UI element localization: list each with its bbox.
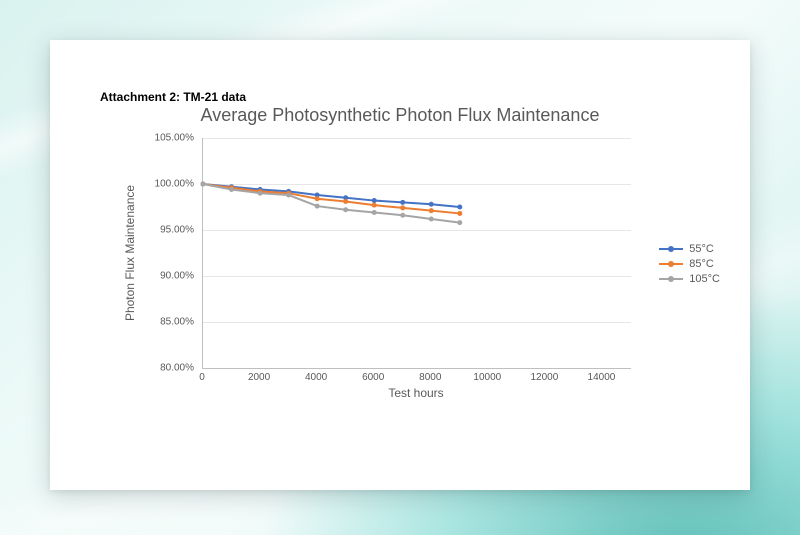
x-tick-label: 4000	[305, 372, 327, 383]
legend-swatch	[659, 278, 683, 280]
series-marker	[315, 204, 320, 209]
x-tick-label: 14000	[588, 372, 616, 383]
series-marker	[372, 210, 377, 215]
legend-swatch	[659, 248, 683, 250]
series-marker	[400, 205, 405, 210]
series-marker	[429, 202, 434, 207]
y-tick-label: 85.00%	[134, 317, 198, 328]
series-marker	[429, 208, 434, 213]
series-marker	[258, 191, 263, 196]
legend-label: 105°C	[689, 273, 720, 285]
series-marker	[343, 199, 348, 204]
x-tick-label: 0	[199, 372, 205, 383]
attachment-label: Attachment 2: TM-21 data	[100, 90, 246, 104]
series-marker	[372, 203, 377, 208]
legend-label: 85°C	[689, 258, 714, 270]
x-tick-label: 10000	[473, 372, 501, 383]
series-line	[203, 184, 460, 213]
legend-label: 55°C	[689, 243, 714, 255]
chart-title: Average Photosynthetic Photon Flux Maint…	[50, 105, 750, 126]
series-line	[203, 184, 460, 207]
plot-region	[202, 138, 631, 369]
y-tick-label: 100.00%	[134, 179, 198, 190]
y-tick-label: 105.00%	[134, 133, 198, 144]
series-marker	[286, 193, 291, 198]
series-marker	[400, 213, 405, 218]
plot-area: Photon Flux Maintenance Test hours 80.00…	[150, 138, 630, 396]
x-tick-label: 2000	[248, 372, 270, 383]
series-marker	[229, 187, 234, 192]
legend-marker-icon	[668, 246, 674, 252]
series-marker	[315, 196, 320, 201]
y-axis-label: Photon Flux Maintenance	[123, 185, 137, 321]
legend-item: 55°C	[659, 243, 720, 255]
series-marker	[457, 211, 462, 216]
y-tick-label: 90.00%	[134, 271, 198, 282]
series-svg	[203, 138, 631, 368]
x-tick-label: 12000	[530, 372, 558, 383]
series-marker	[457, 220, 462, 225]
x-tick-label: 6000	[362, 372, 384, 383]
series-marker	[372, 198, 377, 203]
legend-marker-icon	[668, 276, 674, 282]
series-marker	[201, 182, 206, 187]
series-marker	[343, 207, 348, 212]
x-axis-label: Test hours	[202, 386, 630, 400]
page-background: Attachment 2: TM-21 data Average Photosy…	[0, 0, 800, 535]
legend: 55°C 85°C 105°C	[659, 240, 720, 288]
y-tick-label: 95.00%	[134, 225, 198, 236]
series-marker	[400, 200, 405, 205]
legend-marker-icon	[668, 261, 674, 267]
legend-item: 105°C	[659, 273, 720, 285]
series-marker	[429, 216, 434, 221]
legend-swatch	[659, 263, 683, 265]
x-tick-label: 8000	[419, 372, 441, 383]
legend-item: 85°C	[659, 258, 720, 270]
chart-card: Attachment 2: TM-21 data Average Photosy…	[50, 40, 750, 490]
y-tick-label: 80.00%	[134, 363, 198, 374]
series-marker	[457, 205, 462, 210]
